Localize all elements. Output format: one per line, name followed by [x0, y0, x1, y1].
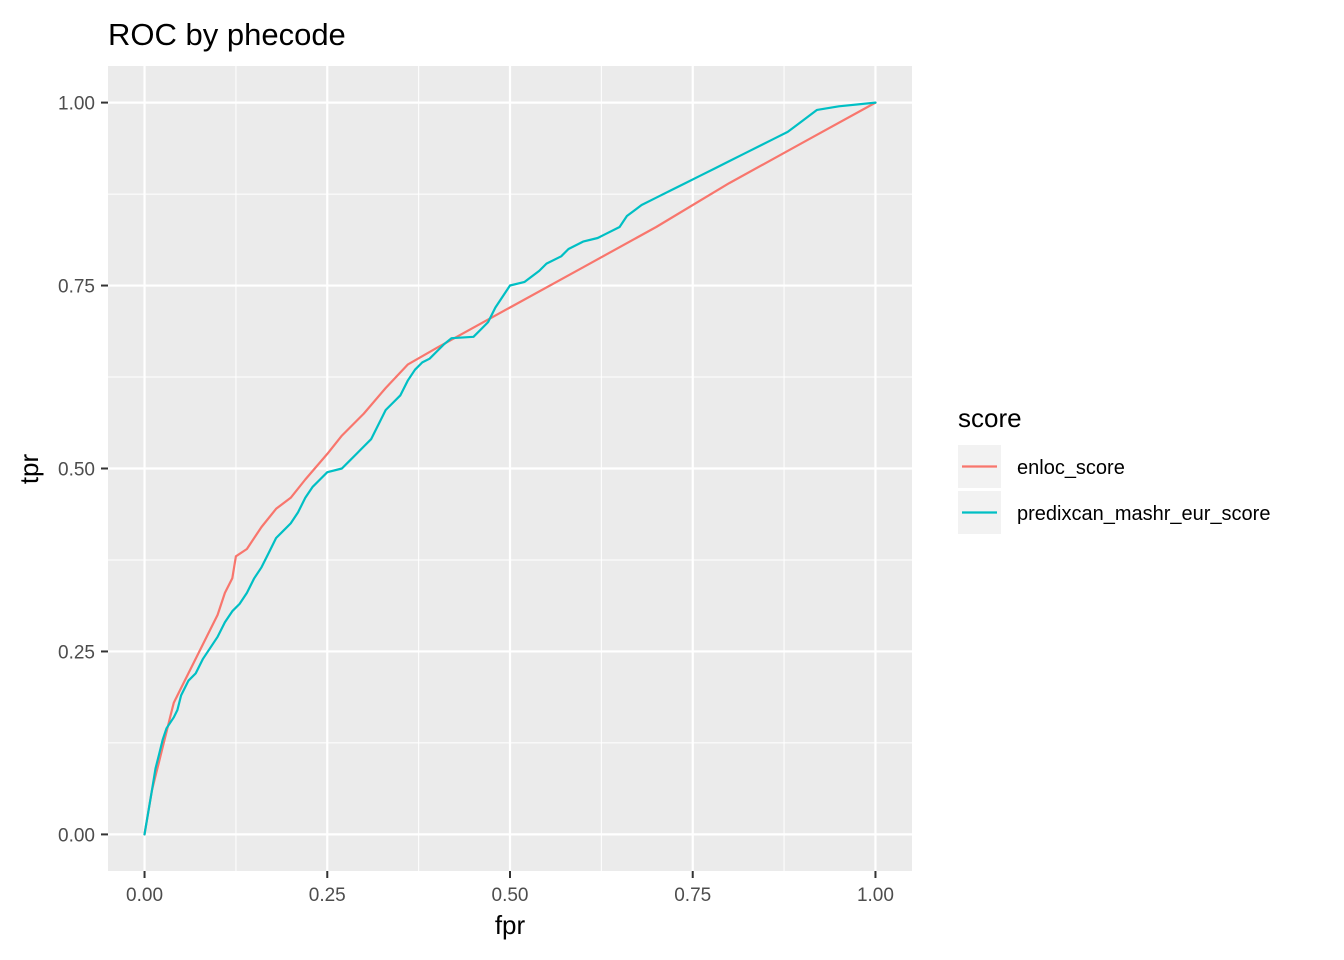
y-tick-label: 0.00 — [58, 825, 95, 846]
x-tick-label: 0.25 — [309, 885, 346, 906]
major-gridlines — [108, 66, 912, 871]
y-axis: 0.00 0.25 0.50 0.75 1.00 — [58, 94, 108, 846]
x-tick-label: 0.50 — [492, 885, 529, 906]
legend-title: score — [958, 403, 1022, 433]
legend-items: enloc_score predixcan_mashr_eur_score — [958, 445, 1270, 534]
x-tick-label: 0.75 — [674, 885, 711, 906]
legend-label: enloc_score — [1017, 457, 1125, 479]
legend: score enloc_score predixcan_mashr_eur_sco… — [958, 403, 1270, 534]
legend-label: predixcan_mashr_eur_score — [1017, 503, 1270, 525]
series-line-enloc-score — [143, 101, 877, 836]
y-tick-label: 0.50 — [58, 460, 95, 481]
chart-title: ROC by phecode — [108, 17, 346, 52]
plot-area — [108, 66, 912, 871]
y-tick-label: 0.75 — [58, 277, 95, 298]
x-axis-title: fpr — [495, 910, 526, 940]
legend-item-enloc-score: enloc_score — [958, 445, 1125, 488]
series-lines — [143, 101, 877, 836]
series-line-predixcan-mashr-eur-score — [143, 101, 877, 836]
legend-item-predixcan-mashr-eur-score: predixcan_mashr_eur_score — [958, 491, 1270, 534]
x-axis: 0.00 0.25 0.50 0.75 1.00 — [126, 871, 894, 906]
x-tick-label: 0.00 — [126, 885, 163, 906]
y-axis-title: tpr — [14, 453, 44, 484]
y-tick-label: 1.00 — [58, 94, 95, 115]
x-tick-label: 1.00 — [857, 885, 894, 906]
y-tick-label: 0.25 — [58, 642, 95, 663]
